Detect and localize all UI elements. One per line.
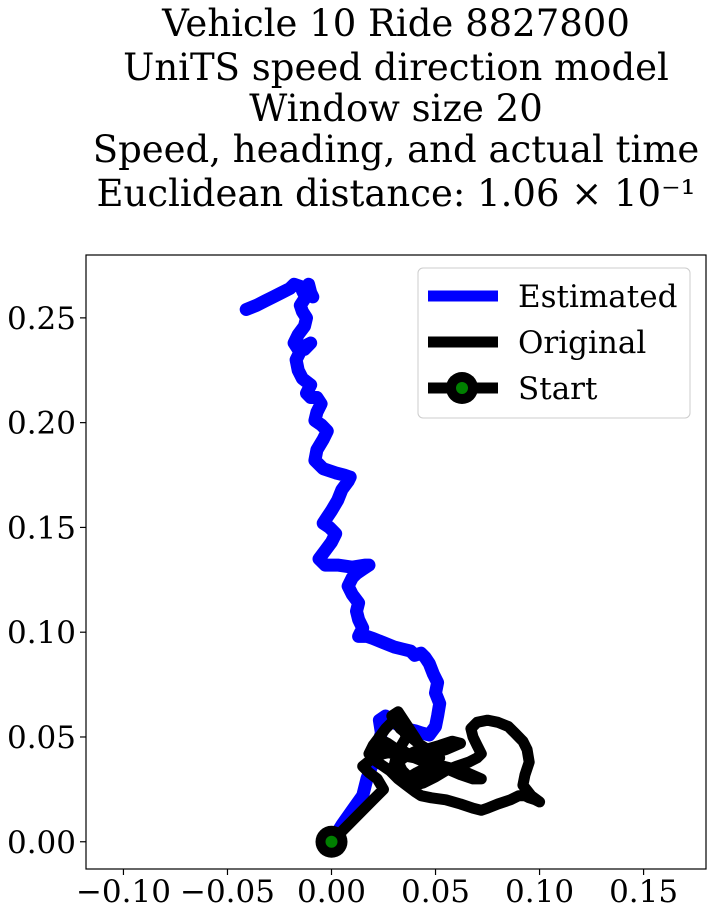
x-tick-label: 0.05: [401, 874, 470, 910]
series-line-estimated: [239, 277, 447, 849]
plot-frame: [85, 254, 707, 870]
title-line-4: Speed, heading, and actual time: [93, 128, 700, 171]
legend-start-label: Start: [518, 371, 598, 407]
y-axis: 0.00 0.05 0.10 0.15 0.20 0.25: [7, 301, 86, 861]
start-marker-inner: [325, 835, 338, 848]
y-tick-label: 0.15: [7, 510, 76, 546]
y-tick-label: 0.00: [7, 825, 76, 861]
x-tick-label: 0.10: [505, 874, 574, 910]
chart-title: Vehicle 10 Ride 8827800 UniTS speed dire…: [93, 2, 700, 215]
title-line-2: UniTS speed direction model: [123, 46, 669, 89]
legend-start-marker-inner: [456, 382, 468, 394]
legend-box: [417, 267, 691, 419]
legend-original-label: Original: [518, 325, 646, 361]
title-line-1: Vehicle 10 Ride 8827800: [161, 2, 630, 45]
title-line-5: Euclidean distance: 1.06 × 10⁻¹: [97, 172, 696, 215]
y-tick-label: 0.10: [7, 615, 76, 651]
title-line-3: Window size 20: [249, 87, 543, 130]
legend-estimated-label: Estimated: [518, 279, 677, 315]
x-tick-label: −0.05: [180, 874, 275, 910]
x-tick-label: 0.15: [609, 874, 678, 910]
x-tick-label: 0.00: [297, 874, 366, 910]
x-axis: −0.10 −0.05 0.00 0.05 0.10 0.15: [76, 869, 678, 910]
series-layer: [239, 277, 546, 858]
legend: Estimated Original Start: [417, 267, 691, 419]
y-tick-label: 0.20: [7, 406, 76, 442]
y-tick-label: 0.05: [7, 720, 76, 756]
y-tick-label: 0.25: [7, 301, 76, 337]
x-tick-label: −0.10: [76, 874, 171, 910]
series-line-original: [326, 706, 546, 848]
